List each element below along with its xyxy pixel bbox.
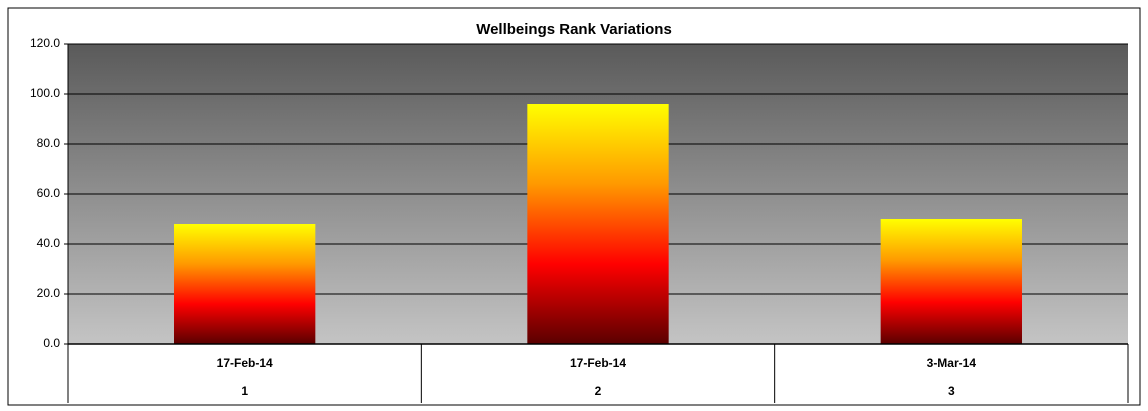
y-tick-label: 0.0 bbox=[43, 336, 60, 350]
bar bbox=[880, 219, 1022, 344]
y-tick-label: 20.0 bbox=[37, 286, 61, 300]
y-tick-label: 100.0 bbox=[30, 86, 60, 100]
x-group-label: 1 bbox=[241, 384, 248, 398]
chart-title: Wellbeings Rank Variations bbox=[476, 21, 672, 38]
x-group-label: 3 bbox=[948, 384, 955, 398]
y-tick-label: 80.0 bbox=[37, 136, 61, 150]
y-tick-label: 120.0 bbox=[30, 36, 60, 50]
bar bbox=[174, 224, 316, 344]
x-group-label: 2 bbox=[595, 384, 602, 398]
x-tick-label: 17-Feb-14 bbox=[217, 356, 273, 370]
bar bbox=[527, 104, 669, 344]
y-tick-label: 40.0 bbox=[37, 236, 61, 250]
x-tick-label: 3-Mar-14 bbox=[927, 356, 977, 370]
y-tick-label: 60.0 bbox=[37, 186, 61, 200]
x-tick-label: 17-Feb-14 bbox=[570, 356, 626, 370]
